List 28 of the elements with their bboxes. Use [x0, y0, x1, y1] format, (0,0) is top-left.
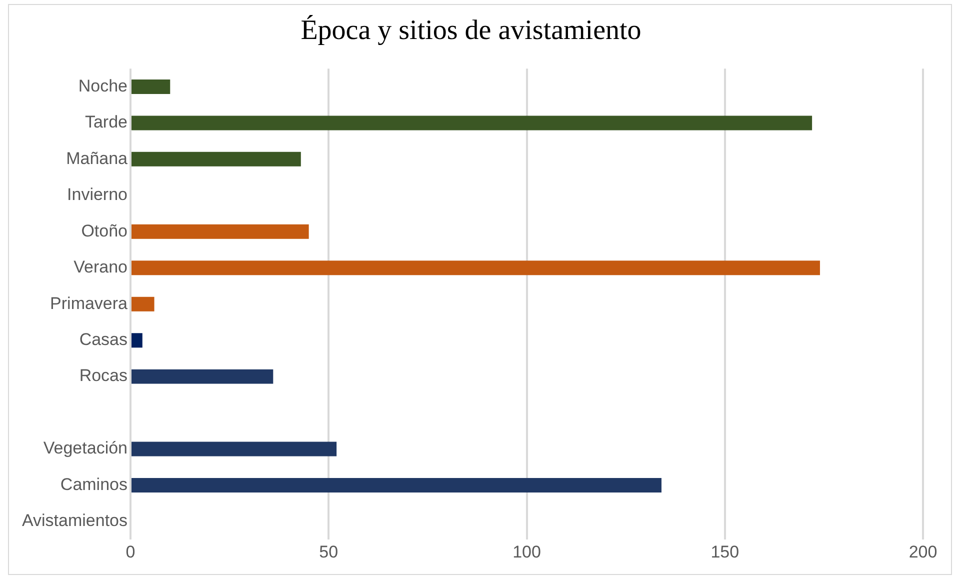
x-tick-label: 150: [710, 542, 740, 562]
bar: [132, 79, 170, 94]
y-tick-label: Verano: [74, 258, 128, 277]
y-tick-label: Otoño: [81, 221, 128, 240]
x-tick-label: 200: [908, 542, 938, 562]
y-tick-label: Noche: [78, 76, 128, 96]
x-tick-label: 100: [512, 542, 541, 562]
x-tick-label: 0: [126, 542, 136, 562]
bar: [132, 442, 337, 456]
bar: [132, 333, 142, 348]
bar: [132, 296, 154, 312]
bar: [132, 260, 820, 276]
y-tick-label: Caminos: [60, 474, 128, 494]
y-tick-label: Invierno: [67, 185, 128, 204]
y-tick-label: Rocas: [79, 366, 128, 386]
y-tick-label: Tarde: [84, 112, 128, 132]
y-tick-label: Avistamientos: [22, 511, 128, 530]
bar: [132, 224, 309, 239]
bar: [132, 478, 662, 492]
y-tick-label: Casas: [79, 330, 128, 350]
y-tick-label: Vegetación: [43, 438, 128, 458]
bar: [132, 369, 274, 384]
x-tick-label: 50: [319, 542, 338, 562]
chart-title: Época y sitios de avistamiento: [300, 14, 642, 46]
y-tick-label: Mañana: [66, 148, 128, 168]
y-tick-label: Primavera: [50, 294, 128, 313]
bar: [132, 152, 301, 166]
bar: [132, 116, 812, 130]
